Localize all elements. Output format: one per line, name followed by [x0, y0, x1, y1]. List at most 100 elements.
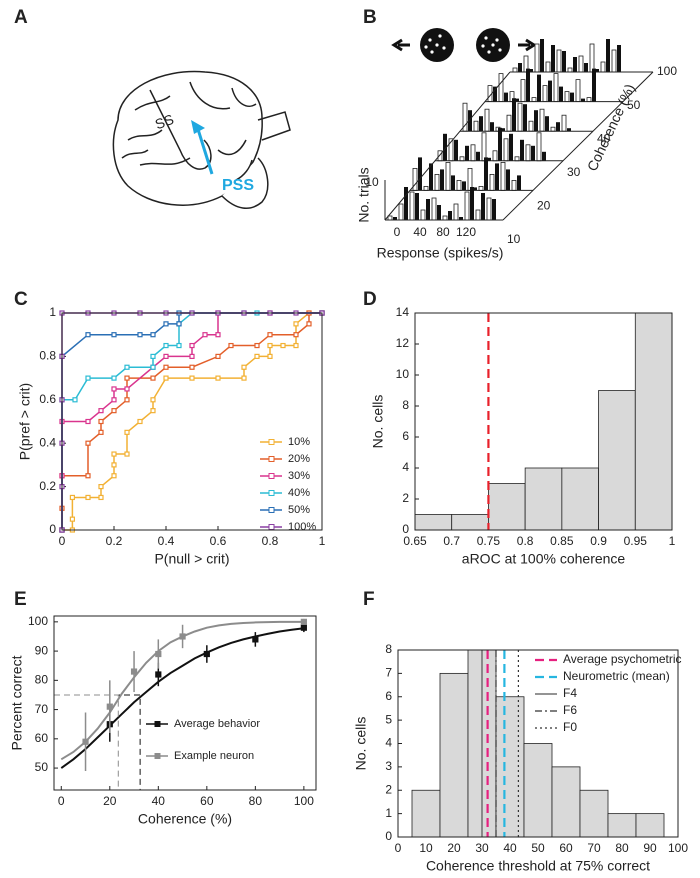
- decor-bar: [556, 49, 562, 73]
- decor-bar: [451, 175, 455, 191]
- sulcus-label: SS: [153, 111, 176, 132]
- point: [252, 636, 259, 643]
- legend-label: 100%: [288, 521, 316, 533]
- bar: [634, 312, 673, 531]
- decor-bar: [481, 132, 487, 162]
- decor-bar: [545, 116, 549, 132]
- point: [176, 321, 182, 327]
- legend-marker: [268, 439, 275, 445]
- point: [111, 408, 117, 414]
- panel-letter: A: [14, 7, 28, 28]
- point: [150, 397, 156, 403]
- decor-bar: [398, 203, 404, 221]
- point: [241, 364, 247, 370]
- point: [85, 440, 91, 446]
- point: [189, 375, 195, 381]
- x-tick-label: 50: [531, 841, 545, 855]
- point: [163, 342, 169, 349]
- decor-bar: [387, 215, 393, 221]
- legend-label: 20%: [288, 453, 310, 465]
- point: [300, 624, 307, 631]
- legend-marker: [154, 753, 161, 759]
- decor-bar: [553, 73, 559, 102]
- point: [98, 408, 104, 414]
- point: [85, 332, 91, 338]
- decor-bar: [443, 133, 447, 161]
- decor-bar: [418, 157, 422, 191]
- decor-bar: [404, 187, 408, 220]
- point: [176, 342, 182, 349]
- point: [111, 473, 117, 479]
- decor-bar: [520, 79, 526, 102]
- y-axis-label: No. cells: [353, 717, 369, 771]
- point: [155, 650, 162, 658]
- bar: [561, 467, 599, 531]
- plot-area: Average behavior Example neuron: [54, 618, 307, 790]
- x-tick-label: 90: [643, 841, 657, 855]
- point: [124, 386, 130, 392]
- x-tick-label: 60: [200, 794, 214, 808]
- decor-bar: [442, 215, 448, 221]
- sulcus-label: PSS: [222, 177, 254, 194]
- brain-drawing: [112, 70, 291, 209]
- point: [124, 375, 130, 381]
- decor-bar: [517, 102, 523, 132]
- y-tick-label: 60: [35, 731, 49, 745]
- decor-bar: [531, 145, 535, 161]
- decor-bar: [611, 49, 617, 73]
- x-tick-label: 40: [152, 794, 166, 808]
- decor-bar: [586, 97, 592, 102]
- level-label: 10: [507, 232, 521, 246]
- y-tick-label: 10: [396, 367, 410, 381]
- point: [293, 321, 299, 327]
- point: [241, 375, 247, 381]
- decor-bar: [493, 86, 497, 102]
- decor-bar: [581, 98, 585, 102]
- plot-area: [414, 312, 673, 531]
- x-tick-label: 0.8: [262, 534, 279, 548]
- decor-bar: [470, 187, 474, 220]
- decor-bar: [434, 173, 440, 191]
- y-tick-label: 6: [402, 429, 409, 443]
- decor-bar: [393, 217, 397, 220]
- legend-marker: [268, 456, 275, 462]
- panel-letter: E: [14, 589, 27, 610]
- legend-label: Average psychometric: [563, 652, 682, 666]
- decor-bar: [515, 98, 519, 102]
- legend-marker: [268, 473, 275, 479]
- point: [300, 618, 307, 625]
- bar: [524, 467, 563, 531]
- y-tick-label: 50: [35, 760, 49, 774]
- decor-bar: [556, 122, 560, 132]
- axes-frame: [397, 649, 679, 838]
- decor-bar: [517, 175, 521, 191]
- decor-bar: [479, 116, 483, 132]
- decor-bar: [567, 67, 573, 73]
- decor-bar: [592, 68, 596, 102]
- legend-label: Neurometric (mean): [563, 669, 670, 683]
- bar: [607, 813, 637, 838]
- y-tick-label: 6: [385, 689, 392, 703]
- level-label: 100: [657, 64, 677, 78]
- decor-bar: [478, 185, 484, 191]
- tick-label: 10: [365, 175, 379, 189]
- decor-bar: [520, 139, 524, 161]
- point: [124, 429, 130, 435]
- x-tick-label: 0: [58, 794, 65, 808]
- y-tick-label: 1: [385, 806, 392, 820]
- point: [111, 462, 117, 468]
- y-tick-label: 70: [35, 702, 49, 716]
- bar: [523, 743, 553, 838]
- tick-label: 80: [436, 225, 450, 239]
- point: [98, 494, 104, 501]
- point: [254, 342, 260, 349]
- x-tick-label: 40: [503, 841, 517, 855]
- decor-bar: [514, 156, 520, 162]
- decor-bar: [539, 108, 545, 132]
- decor-bar: [409, 191, 415, 221]
- axes-frame: [414, 312, 673, 531]
- x-axis-label: aROC at 100% coherence: [462, 551, 626, 567]
- point: [179, 633, 186, 640]
- y-tick-label: 5: [385, 712, 392, 726]
- decor-bar: [512, 67, 518, 73]
